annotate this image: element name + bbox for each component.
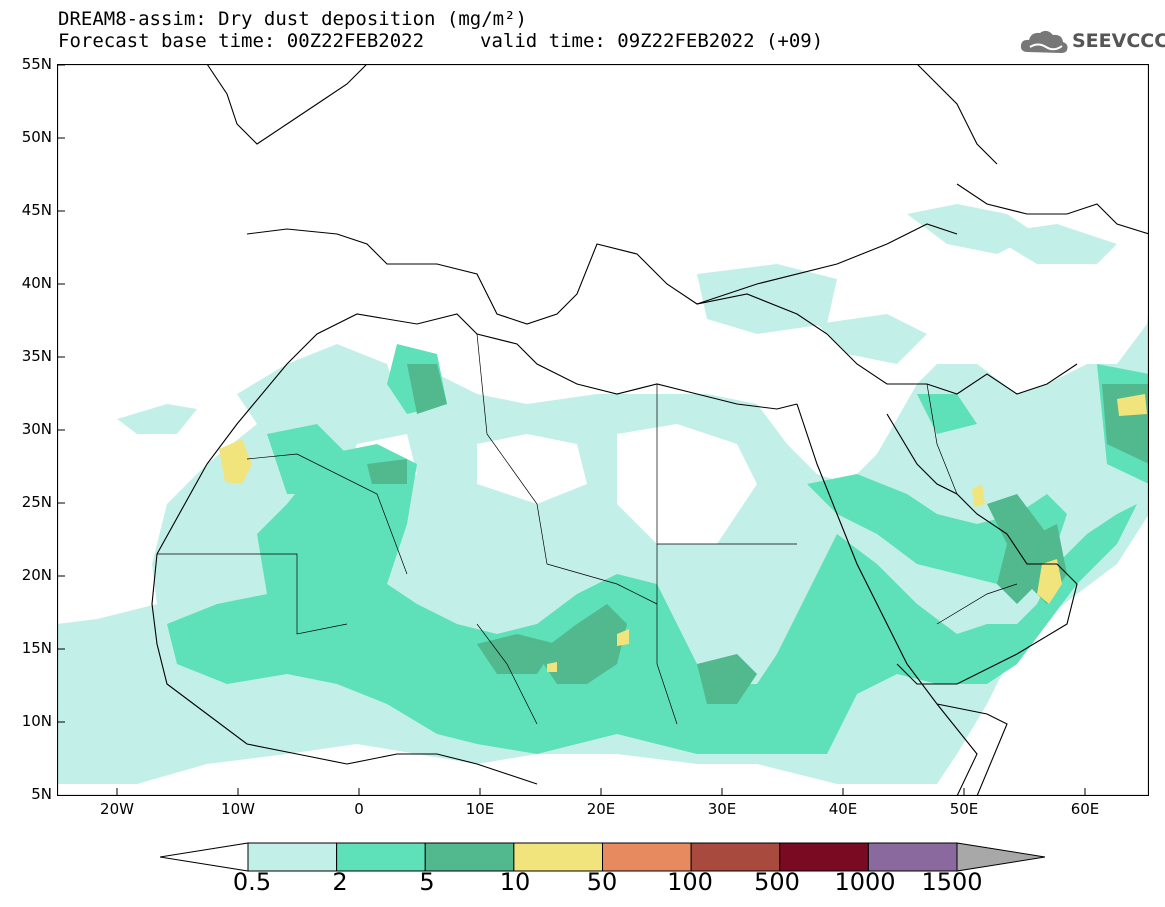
valid-time: valid time: 09Z22FEB2022 (+09) <box>480 30 824 52</box>
lat-label: 10N <box>21 712 52 730</box>
legend-swatch <box>779 842 869 872</box>
legend-label: 0.5 <box>232 868 272 896</box>
lon-label: 60E <box>1070 800 1100 818</box>
legend-swatch-below <box>160 842 249 872</box>
lat-label: 55N <box>21 55 52 73</box>
legend-swatch <box>424 842 515 872</box>
lon-label: 10E <box>465 800 495 818</box>
lon-label: 40E <box>828 800 858 818</box>
legend-label: 10 <box>499 868 531 896</box>
borders <box>157 333 1018 725</box>
legend-swatch <box>690 842 781 872</box>
lon-label: 0 <box>354 800 364 818</box>
cloud-icon <box>1020 30 1068 53</box>
legend-label: 1500 <box>921 868 983 896</box>
dust-deposition-map <box>57 64 1149 796</box>
lat-label: 20N <box>21 566 52 584</box>
logo-text: SEEVCCC <box>1072 30 1165 52</box>
lat-label: 35N <box>21 347 52 365</box>
lon-label: 50E <box>949 800 979 818</box>
lat-ticks <box>57 64 65 723</box>
legend-swatch <box>602 842 692 872</box>
seevccc-logo: SEEVCCC <box>1018 26 1165 58</box>
coastlines <box>151 64 1149 796</box>
legend-label: 500 <box>754 868 800 896</box>
legend-label: 1000 <box>834 868 896 896</box>
legend-swatch <box>336 842 426 872</box>
map-title: DREAM8-assim: Dry dust deposition (mg/m²… <box>58 8 527 30</box>
lat-label: 40N <box>21 274 52 292</box>
lat-label: 30N <box>21 420 52 438</box>
lat-label: 25N <box>21 493 52 511</box>
legend-label: 2 <box>332 868 348 896</box>
legend-swatch-above <box>956 842 1045 872</box>
color-legend <box>160 842 1045 872</box>
lon-label: 30E <box>707 800 737 818</box>
legend-label: 5 <box>419 868 435 896</box>
forecast-base-time: Forecast base time: 00Z22FEB2022 <box>58 30 425 52</box>
legend-label: 50 <box>586 868 618 896</box>
lat-label: 50N <box>21 128 52 146</box>
lon-ticks <box>116 788 1086 796</box>
legend-swatch <box>513 842 603 872</box>
lat-label: 5N <box>31 785 52 803</box>
legend-swatch <box>867 842 958 872</box>
lat-label: 15N <box>21 639 52 657</box>
lon-label: 20W <box>100 800 134 818</box>
legend-label: 100 <box>667 868 713 896</box>
lon-label: 10W <box>221 800 255 818</box>
dust-field <box>57 204 1149 784</box>
legend-swatch <box>247 842 338 872</box>
lon-label: 20E <box>586 800 616 818</box>
lat-label: 45N <box>21 201 52 219</box>
